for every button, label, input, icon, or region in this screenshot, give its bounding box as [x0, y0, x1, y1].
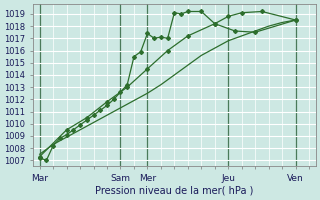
X-axis label: Pression niveau de la mer( hPa ): Pression niveau de la mer( hPa ) — [95, 186, 253, 196]
